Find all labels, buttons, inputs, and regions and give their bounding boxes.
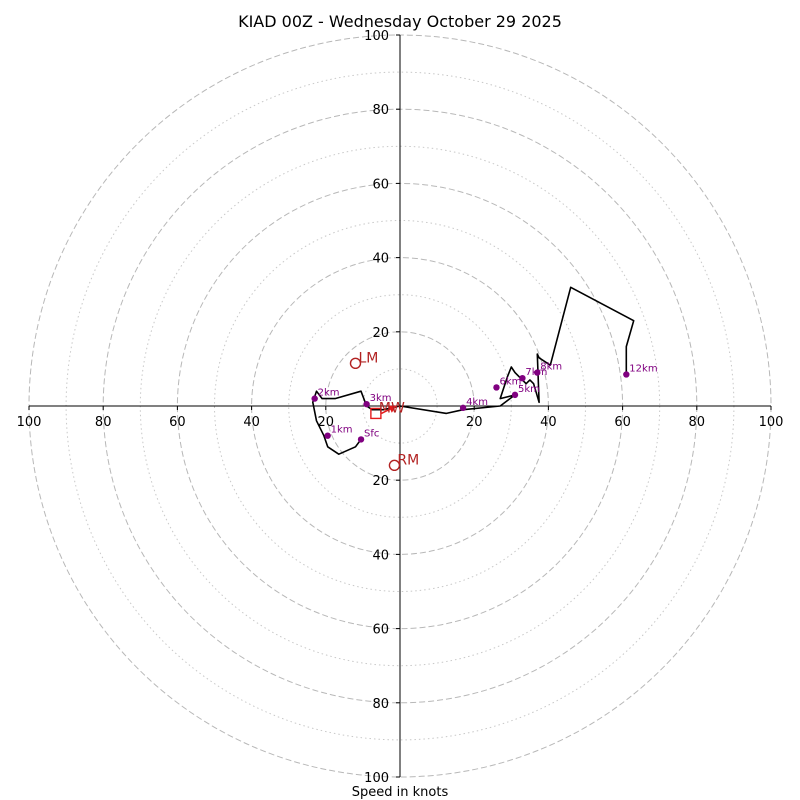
storm-motion-marker bbox=[370, 407, 382, 420]
x-tick-label: 20 bbox=[318, 415, 335, 430]
storm-motion-marker bbox=[388, 459, 401, 472]
x-tick-label: 40 bbox=[540, 415, 557, 430]
x-tick-label: 60 bbox=[169, 415, 186, 430]
height-marker-label: 2km bbox=[318, 388, 340, 399]
wind-profile bbox=[311, 286, 635, 456]
height-markers: Sfc1km2km3km4km5km6km7km8km12km bbox=[311, 362, 658, 443]
height-marker-label: 3km bbox=[370, 393, 392, 404]
x-tick-label: 40 bbox=[243, 415, 260, 430]
height-marker-label: 12km bbox=[629, 363, 657, 374]
height-marker-point bbox=[519, 374, 526, 382]
height-marker-point bbox=[459, 404, 467, 412]
storm-motion-label: LM bbox=[358, 350, 378, 366]
x-tick-label: 80 bbox=[95, 415, 112, 430]
height-marker-label: 8km bbox=[540, 362, 562, 373]
x-tick-label: 20 bbox=[466, 415, 483, 430]
chart-title: KIAD 00Z - Wednesday October 29 2025 bbox=[238, 12, 562, 31]
height-marker-point bbox=[511, 391, 519, 399]
storm-motion-label: MW bbox=[379, 400, 405, 416]
y-tick-label: 100 bbox=[364, 771, 389, 786]
y-tick-label: 100 bbox=[364, 29, 389, 44]
height-marker-point bbox=[623, 371, 630, 378]
storm-motion-label: RM bbox=[397, 452, 419, 468]
height-marker-label: 1km bbox=[331, 425, 353, 436]
height-marker-label: 6km bbox=[499, 376, 521, 387]
y-tick-label: 40 bbox=[372, 548, 389, 563]
y-tick-label: 80 bbox=[372, 103, 389, 118]
height-marker-point bbox=[534, 369, 541, 376]
height-marker-point bbox=[311, 395, 318, 402]
x-tick-label: 100 bbox=[759, 415, 784, 430]
height-marker-point bbox=[357, 436, 365, 443]
height-marker-point bbox=[324, 432, 331, 439]
y-tick-label: 20 bbox=[372, 326, 389, 341]
y-tick-label: 20 bbox=[372, 474, 389, 489]
y-tick-label: 60 bbox=[372, 623, 389, 638]
tick-labels: 100 80 60 40 20 20 40 60 80 100 100 80 60 40 20 20 40 60 8… bbox=[17, 29, 784, 786]
height-marker-label: 5km bbox=[518, 384, 540, 395]
height-marker-point bbox=[363, 400, 370, 408]
profile-line bbox=[311, 286, 635, 456]
x-axis-label: Speed in knots bbox=[352, 785, 449, 800]
y-tick-label: 80 bbox=[372, 697, 389, 712]
x-tick-label: 80 bbox=[689, 415, 706, 430]
y-tick-label: 40 bbox=[372, 252, 389, 267]
x-tick-label: 60 bbox=[614, 415, 631, 430]
y-tick-label: 60 bbox=[372, 177, 389, 192]
height-marker-label: Sfc bbox=[364, 428, 379, 439]
x-tick-label: 100 bbox=[17, 415, 42, 430]
shear-arrow-head bbox=[388, 405, 397, 413]
height-marker-point bbox=[493, 384, 500, 391]
height-marker-label: 4km bbox=[466, 397, 488, 408]
storm-motion-marker bbox=[349, 357, 362, 370]
storm-motions: LM RM MW bbox=[349, 350, 419, 472]
